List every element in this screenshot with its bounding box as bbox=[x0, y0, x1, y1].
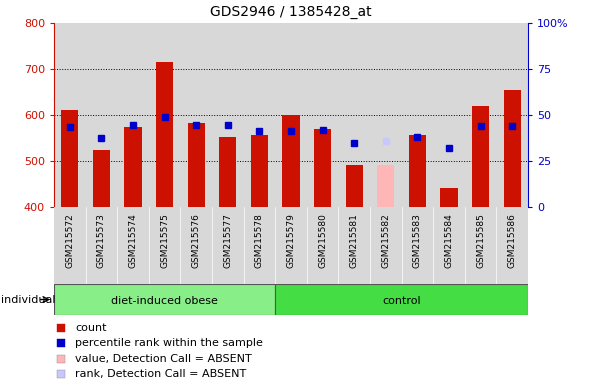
Bar bbox=[307, 207, 338, 284]
Bar bbox=[496, 23, 528, 207]
Bar bbox=[433, 23, 465, 207]
FancyBboxPatch shape bbox=[275, 284, 528, 315]
Bar bbox=[283, 115, 299, 207]
Bar bbox=[124, 127, 142, 207]
Text: GSM215576: GSM215576 bbox=[192, 214, 200, 268]
Bar bbox=[370, 23, 401, 207]
FancyBboxPatch shape bbox=[54, 284, 275, 315]
Bar bbox=[181, 23, 212, 207]
Text: GSM215575: GSM215575 bbox=[160, 214, 169, 268]
Bar bbox=[117, 23, 149, 207]
Text: GSM215584: GSM215584 bbox=[445, 214, 454, 268]
Text: GSM215577: GSM215577 bbox=[223, 214, 232, 268]
Bar bbox=[370, 207, 401, 284]
Bar bbox=[377, 166, 394, 207]
Bar bbox=[219, 137, 236, 207]
Bar bbox=[496, 207, 528, 284]
Bar bbox=[251, 134, 268, 207]
Text: GSM215581: GSM215581 bbox=[350, 214, 359, 268]
Bar bbox=[275, 207, 307, 284]
Bar bbox=[503, 90, 521, 207]
Text: GSM215580: GSM215580 bbox=[318, 214, 327, 268]
Bar bbox=[275, 23, 307, 207]
Bar bbox=[465, 207, 496, 284]
Bar bbox=[86, 23, 117, 207]
Bar bbox=[188, 122, 205, 207]
Bar bbox=[244, 23, 275, 207]
Bar bbox=[401, 23, 433, 207]
Text: percentile rank within the sample: percentile rank within the sample bbox=[76, 338, 263, 348]
Bar bbox=[440, 187, 458, 207]
Bar bbox=[54, 207, 86, 284]
Bar bbox=[338, 207, 370, 284]
Text: GSM215572: GSM215572 bbox=[65, 214, 74, 268]
Bar bbox=[346, 166, 363, 207]
Text: GSM215578: GSM215578 bbox=[255, 214, 264, 268]
Text: GSM215585: GSM215585 bbox=[476, 214, 485, 268]
Text: GSM215573: GSM215573 bbox=[97, 214, 106, 268]
Bar bbox=[54, 23, 86, 207]
Text: control: control bbox=[382, 296, 421, 306]
Bar bbox=[465, 23, 496, 207]
Text: individual: individual bbox=[1, 295, 56, 305]
Text: GSM215582: GSM215582 bbox=[382, 214, 391, 268]
Text: rank, Detection Call = ABSENT: rank, Detection Call = ABSENT bbox=[76, 369, 247, 379]
Bar bbox=[149, 207, 181, 284]
Bar bbox=[117, 207, 149, 284]
Bar bbox=[212, 207, 244, 284]
Text: value, Detection Call = ABSENT: value, Detection Call = ABSENT bbox=[76, 354, 252, 364]
Bar bbox=[61, 110, 79, 207]
Text: count: count bbox=[76, 323, 107, 333]
Text: GSM215583: GSM215583 bbox=[413, 214, 422, 268]
Bar bbox=[156, 62, 173, 207]
Bar bbox=[409, 135, 426, 207]
Bar bbox=[401, 207, 433, 284]
Bar bbox=[472, 106, 489, 207]
Text: GSM215579: GSM215579 bbox=[287, 214, 296, 268]
Bar bbox=[93, 150, 110, 207]
Bar bbox=[212, 23, 244, 207]
Bar bbox=[314, 129, 331, 207]
Title: GDS2946 / 1385428_at: GDS2946 / 1385428_at bbox=[210, 5, 372, 19]
Text: GSM215574: GSM215574 bbox=[128, 214, 137, 268]
Bar bbox=[181, 207, 212, 284]
Text: GSM215586: GSM215586 bbox=[508, 214, 517, 268]
Bar bbox=[86, 207, 117, 284]
Bar bbox=[149, 23, 181, 207]
Text: diet-induced obese: diet-induced obese bbox=[111, 296, 218, 306]
Bar bbox=[244, 207, 275, 284]
Bar bbox=[433, 207, 465, 284]
Bar bbox=[307, 23, 338, 207]
Bar bbox=[338, 23, 370, 207]
